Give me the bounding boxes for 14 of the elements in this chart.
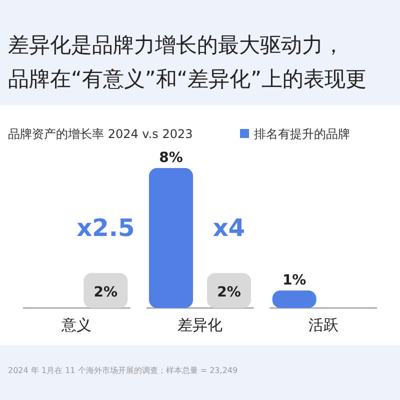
subtitle: 品牌在“有意义”和“差异化”上的表现更: [8, 67, 367, 91]
data-label: 1%: [282, 272, 306, 288]
x-label: 差异化: [178, 316, 222, 334]
legend: 排名有提升的品牌: [254, 127, 350, 141]
annotation: 2024 年 1月在 11 个海外市场开展的调查；样本总量 = 23,249: [8, 366, 238, 375]
x-label: 意义: [62, 316, 92, 334]
data-label: 2%: [217, 284, 241, 300]
data-label: 8%: [159, 150, 183, 166]
data-label: 2%: [94, 284, 118, 300]
annotation: x2.5: [76, 214, 135, 242]
annotation: x4: [212, 214, 246, 242]
title: 差异化是品牌力增长的最大驱动力，: [8, 33, 344, 57]
chart-title: 品牌资产的增长率 2024 v.s 2023: [8, 127, 193, 141]
x-label: 活跃: [308, 316, 338, 334]
